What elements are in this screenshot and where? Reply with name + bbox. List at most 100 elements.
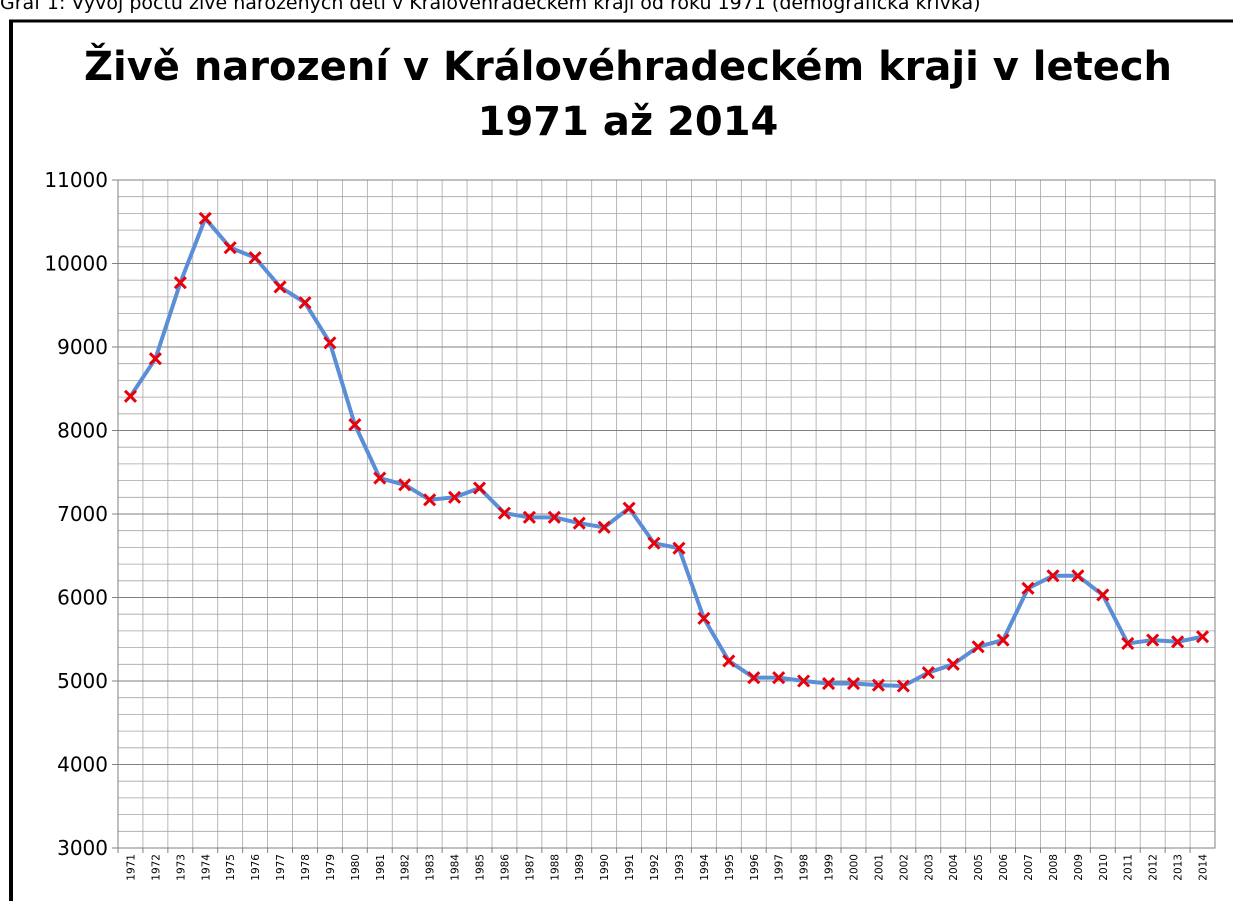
y-tick-label: 4000 <box>57 753 108 777</box>
marker <box>497 506 512 520</box>
x-tick-label: 1973 <box>175 854 187 881</box>
x-tick-label: 2012 <box>1148 854 1160 881</box>
marker <box>423 493 437 507</box>
marker <box>298 296 312 310</box>
y-tick-label: 5000 <box>57 669 108 693</box>
x-tick-label: 1985 <box>475 854 487 881</box>
marker <box>1171 635 1185 649</box>
marker <box>448 490 462 504</box>
marker <box>1195 630 1210 644</box>
marker <box>198 211 212 225</box>
marker <box>223 241 237 255</box>
y-tick-label: 11000 <box>44 168 108 192</box>
marker <box>123 389 138 403</box>
x-tick-label: 2002 <box>898 854 910 881</box>
x-tick-label: 1976 <box>250 854 262 881</box>
marker <box>647 536 661 550</box>
marker <box>797 674 811 688</box>
line <box>128 216 1203 689</box>
x-tick-label: 1974 <box>200 854 212 881</box>
marker <box>946 657 960 671</box>
x-tick-label: 1992 <box>649 854 661 881</box>
x-tick-label: 1989 <box>574 854 586 881</box>
marker <box>821 676 836 691</box>
x-tick-label: 1995 <box>724 854 736 881</box>
marker <box>971 640 985 654</box>
x-tick-label: 1984 <box>450 854 462 881</box>
x-tick-label: 2003 <box>923 854 935 881</box>
marker <box>1021 581 1035 595</box>
x-tick-label: 1979 <box>325 854 337 881</box>
marker <box>996 633 1010 647</box>
marker <box>622 501 636 515</box>
y-tick-label: 6000 <box>57 586 108 610</box>
x-tick-label: 1997 <box>774 854 786 881</box>
marker <box>248 251 262 265</box>
marker <box>273 280 287 294</box>
marker <box>373 471 387 485</box>
x-tick-label: 2000 <box>848 854 860 881</box>
x-tick-label: 1988 <box>549 854 561 881</box>
x-tick-label: 1980 <box>350 854 362 881</box>
x-tick-label: 1999 <box>824 854 836 881</box>
x-tick-label: 2009 <box>1073 854 1085 881</box>
x-tick-label: 1994 <box>699 854 711 881</box>
marker <box>772 671 786 685</box>
marker <box>597 520 611 534</box>
marker <box>572 516 586 530</box>
y-tick-label: 7000 <box>57 502 108 526</box>
caption: Graf 1: Vývoj počtu živě narozených dětí… <box>0 0 981 14</box>
x-tick-label: 1978 <box>300 854 312 881</box>
marker <box>921 666 935 680</box>
marker <box>323 336 337 350</box>
marker <box>1121 636 1135 650</box>
x-tick-label: 2008 <box>1048 854 1060 881</box>
marker <box>747 671 761 685</box>
x-tick-label: 1975 <box>225 854 237 881</box>
x-tick-label: 1998 <box>799 854 811 881</box>
x-tick-label: 2011 <box>1123 854 1135 881</box>
x-tick-label: 1996 <box>749 854 761 881</box>
x-tick-label: 1991 <box>624 854 636 881</box>
x-tick-label: 2005 <box>973 854 985 881</box>
marker <box>522 510 536 524</box>
marker <box>871 678 885 692</box>
marker <box>1071 569 1085 583</box>
x-tick-label: 2004 <box>948 854 960 881</box>
marker <box>348 418 362 432</box>
marker <box>697 611 711 625</box>
x-tick-label: 2013 <box>1173 854 1185 881</box>
x-tick-label: 1993 <box>674 854 686 881</box>
marker <box>896 679 910 693</box>
x-tick-label: 2007 <box>1023 854 1035 881</box>
y-tick-label: 9000 <box>57 335 108 359</box>
x-tick-label: 1982 <box>400 854 412 881</box>
marker <box>1046 569 1060 583</box>
x-tick-label: 2014 <box>1198 854 1210 881</box>
marker <box>1096 588 1110 602</box>
x-tick-label: 1990 <box>599 854 611 881</box>
marker <box>547 510 561 524</box>
x-tick-label: 2001 <box>873 854 885 881</box>
x-tick-label: 1981 <box>375 854 387 881</box>
x-tick-label: 1972 <box>150 854 162 881</box>
y-tick-label: 3000 <box>57 836 108 860</box>
y-tick-label: 10000 <box>44 252 108 276</box>
x-tick-label: 1971 <box>125 854 137 881</box>
marker <box>846 676 861 691</box>
marker <box>173 276 187 290</box>
x-tick-label: 1983 <box>425 854 437 881</box>
x-tick-label: 1987 <box>524 854 536 881</box>
marker <box>148 352 162 366</box>
chart-title: Živě narození v Královéhradeckém kraji v… <box>84 42 1172 90</box>
x-tick-label: 2006 <box>998 854 1010 881</box>
marker <box>398 478 412 492</box>
marker <box>672 541 686 555</box>
marker <box>1146 633 1160 647</box>
marker <box>722 654 736 668</box>
chart-title: 1971 až 2014 <box>478 99 779 145</box>
x-tick-label: 1977 <box>275 854 287 881</box>
marker <box>472 481 487 495</box>
x-tick-label: 2010 <box>1098 854 1110 881</box>
